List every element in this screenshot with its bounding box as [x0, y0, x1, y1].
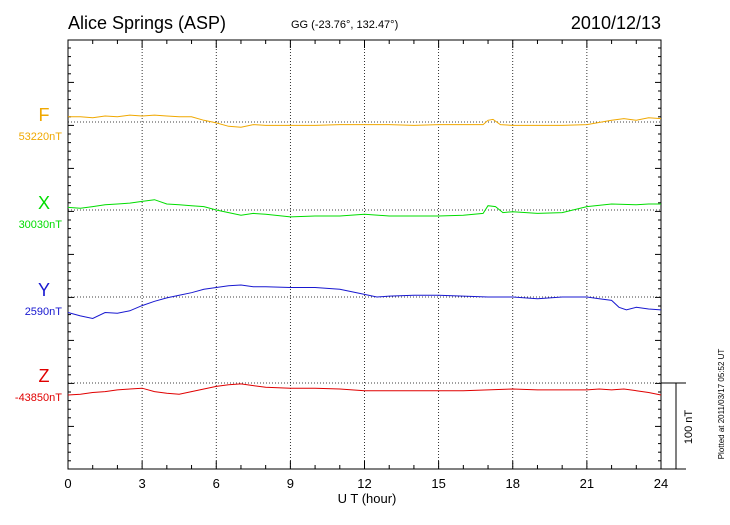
series-line-y — [67, 284, 662, 320]
x-axis-label: U T (hour) — [338, 491, 397, 506]
chart-date: 2010/12/13 — [571, 13, 661, 33]
x-tick-label: 15 — [431, 476, 445, 491]
x-tick-label: 24 — [654, 476, 668, 491]
series-line-f — [68, 114, 662, 128]
series-baseline-z: -43850nT — [15, 392, 62, 404]
series-line-x — [67, 199, 661, 218]
station-coordinates: GG (-23.76°, 132.47°) — [291, 19, 398, 31]
x-tick-label: 12 — [357, 476, 371, 491]
x-tick-label: 21 — [580, 476, 594, 491]
series-baseline-f: 53220nT — [19, 131, 63, 143]
series-name-y: Y — [38, 280, 50, 300]
x-tick-label: 18 — [506, 476, 520, 491]
plotted-timestamp: Plotted at 2011/03/17 05:52 UT — [717, 349, 726, 460]
scale-bar-label: 100 nT — [683, 410, 695, 445]
series-baseline-x: 30030nT — [19, 219, 63, 231]
series-line-z — [67, 383, 662, 396]
chart-title: Alice Springs (ASP) — [68, 13, 226, 33]
x-tick-label: 0 — [64, 476, 71, 491]
series-name-x: X — [38, 193, 50, 213]
plot-frame — [67, 39, 662, 470]
x-tick-label: 9 — [287, 476, 294, 491]
x-tick-label: 3 — [139, 476, 146, 491]
x-tick-label: 6 — [213, 476, 220, 491]
series-name-z: Z — [39, 366, 50, 386]
series-name-f: F — [39, 105, 50, 125]
series-baseline-y: 2590nT — [25, 306, 63, 318]
